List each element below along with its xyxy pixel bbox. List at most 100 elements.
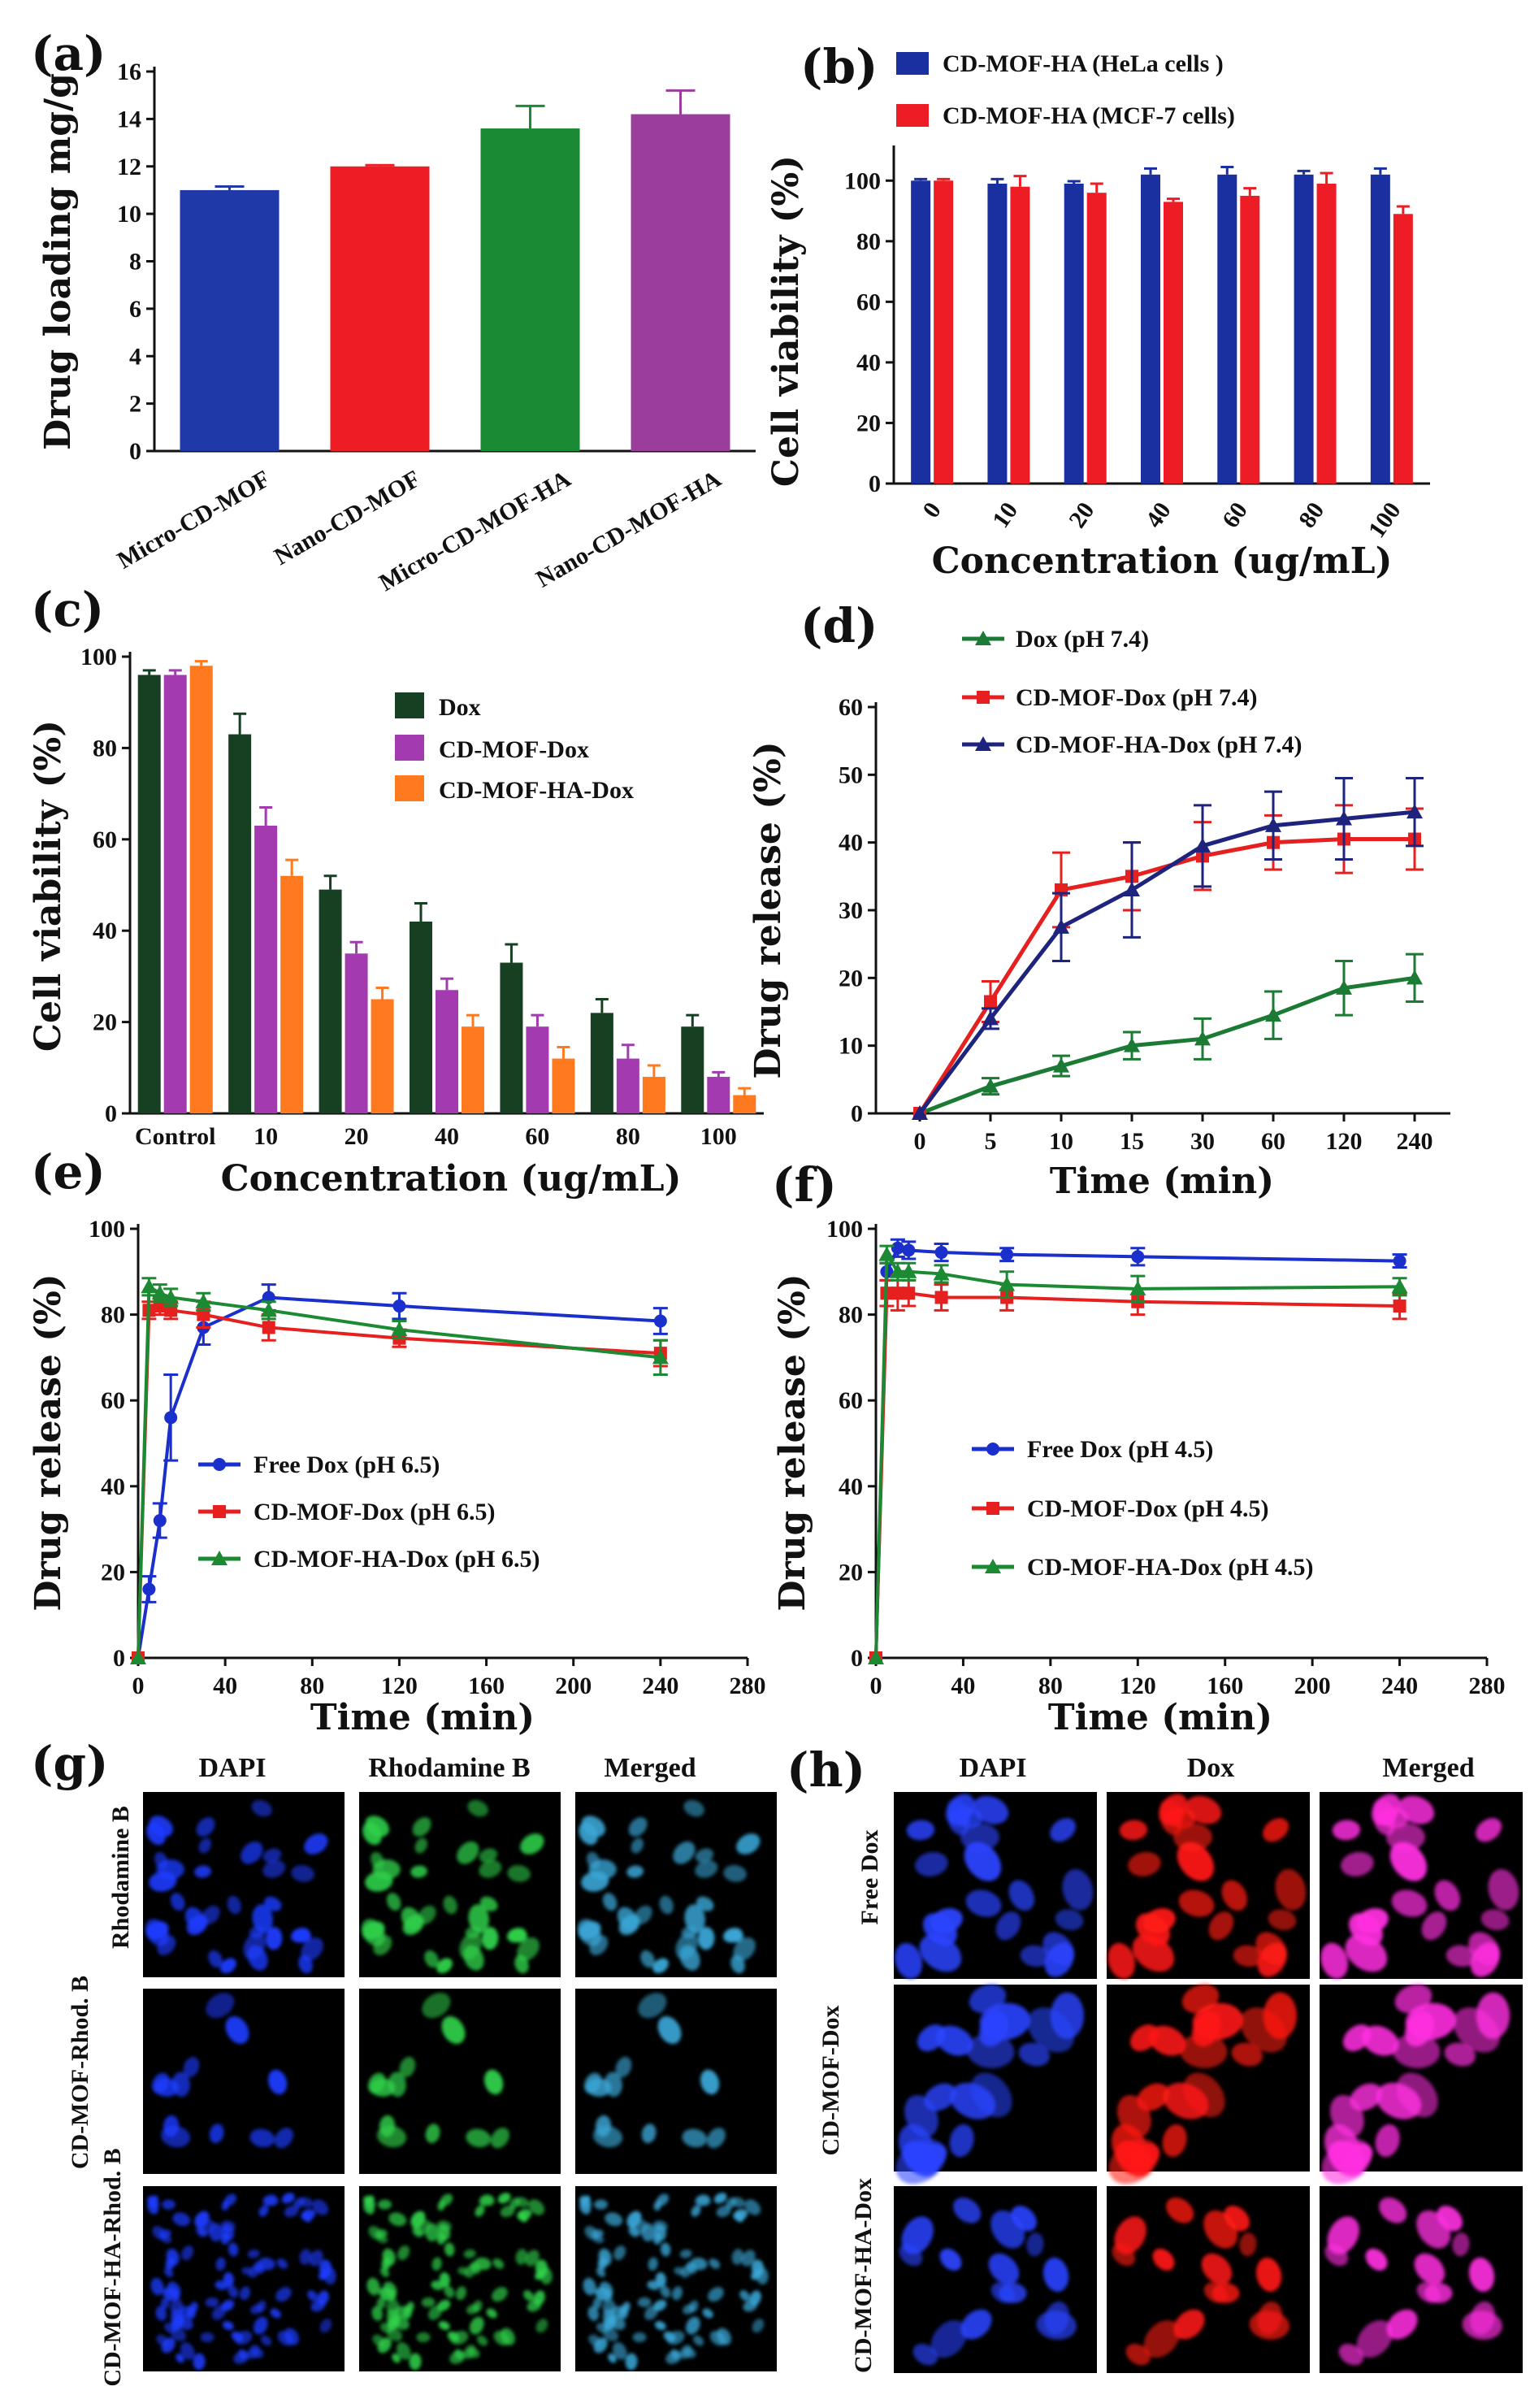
h-cell	[904, 2094, 938, 2137]
h-cell	[1394, 1984, 1432, 2014]
b-y-tick-label: 100	[844, 167, 881, 194]
e-point	[262, 1321, 275, 1334]
g-cell	[251, 1799, 272, 1817]
h-cell	[1062, 1868, 1094, 1911]
d-x-tick-label: 60	[1261, 1128, 1285, 1155]
e-y-axis-title: Drug release (%)	[28, 1273, 69, 1611]
g-cell	[744, 2199, 761, 2215]
panel-c-bar-chart: 0 20 40 60 80 100 Cell viability (%) Concentrat…	[28, 644, 764, 1200]
g-cell	[414, 1837, 427, 1854]
g-cell	[632, 2332, 647, 2343]
f-point	[902, 1243, 916, 1257]
g-image-tile-r1-dapi	[143, 1792, 345, 1977]
g-cell	[228, 2285, 239, 2298]
g-cell	[416, 2332, 431, 2343]
f-y-tick-label: 60	[839, 1387, 863, 1414]
c-bar-10	[280, 875, 304, 1113]
h-cell	[895, 1942, 923, 1979]
h-cell-cluster	[1108, 1984, 1298, 2185]
c-category-label: 20	[345, 1123, 369, 1150]
h-cell	[1112, 2243, 1136, 2267]
a-bar-micro-cd-mof-ha	[480, 128, 580, 452]
g-cell	[275, 2128, 293, 2149]
h-cell	[1356, 2320, 1393, 2358]
g-image-tile-r3-merged	[575, 2186, 777, 2371]
g-cell	[258, 2205, 269, 2217]
c-bar-80	[590, 1013, 613, 1113]
g-cell	[588, 1859, 617, 1880]
h-cell	[964, 1842, 1002, 1881]
h-cell	[960, 2309, 992, 2340]
h-cell	[1132, 1934, 1175, 1972]
h-cell	[919, 1934, 962, 1972]
a-y-tick-label: 6	[129, 296, 141, 323]
a-y-tick-label: 0	[129, 438, 141, 465]
f-x-tick-label: 160	[1207, 1673, 1243, 1699]
h-cell	[1275, 1868, 1307, 1911]
g-cell	[301, 2209, 316, 2221]
e-point	[391, 1321, 408, 1337]
d-y-tick-label: 40	[839, 830, 863, 857]
g-cell	[304, 1833, 328, 1855]
g-cell	[709, 2331, 726, 2346]
g-cell	[691, 2205, 701, 2217]
g-cell	[628, 1817, 648, 1837]
f-y-axis-title: Drug release (%)	[772, 1273, 813, 1611]
e-series-line	[137, 1295, 661, 1659]
g-cell	[249, 2128, 275, 2148]
h-cell	[1026, 2232, 1044, 2257]
g-cell	[709, 2258, 721, 2269]
d-x-tick-label: 30	[1190, 1128, 1215, 1155]
g-cell	[180, 2342, 195, 2360]
g-cell	[491, 2128, 509, 2149]
g-cell	[263, 1896, 282, 1911]
g-row-label-3: CD-MOF-HA-Rhod. B	[99, 2148, 126, 2386]
h-cell	[1468, 2257, 1495, 2292]
g-cell	[663, 2331, 676, 2342]
h-cell	[1055, 1909, 1084, 1931]
d-point	[1265, 817, 1281, 832]
g-cell	[401, 1907, 422, 1931]
c-category-label: 100	[700, 1123, 737, 1150]
b-category-label: 100	[1363, 497, 1406, 543]
g-cell	[591, 2229, 604, 2239]
g-cell	[262, 2194, 278, 2206]
g-cell	[739, 2290, 750, 2302]
panel-f-line-chart: 0 20 40 60 80 100 Drug release (%) Time (min) 0 4…	[772, 1216, 1506, 1738]
b-legend-label: CD-MOF-HA (HeLa cells )	[943, 50, 1224, 77]
h-cell	[1365, 2248, 1388, 2271]
g-cell	[155, 2306, 167, 2321]
g-image-tile-r3-dapi	[143, 2186, 345, 2371]
g-cell	[267, 2069, 288, 2095]
g-cell	[312, 2199, 329, 2215]
g-cell	[438, 2321, 450, 2331]
h-cell	[1224, 2206, 1250, 2232]
g-cell	[692, 2335, 704, 2346]
g-cell	[194, 2211, 210, 2228]
g-cell	[437, 2299, 451, 2311]
h-cell	[1434, 1880, 1461, 1911]
a-category-label: Nano-CD-MOF	[270, 465, 425, 570]
f-x-tick-label: 40	[951, 1673, 975, 1699]
e-y-tick-label: 100	[89, 1216, 125, 1243]
g-cell	[638, 1993, 667, 2019]
g-cell	[215, 2257, 226, 2271]
h-cell	[1437, 2206, 1463, 2232]
g-cell	[672, 2286, 683, 2301]
d-x-tick-label: 5	[985, 1128, 997, 1155]
h-cell	[1231, 2042, 1263, 2067]
f-legend-label: CD-MOF-Dox (pH 4.5)	[1027, 1495, 1268, 1522]
g-cell-cluster	[151, 1993, 293, 2149]
b-bar-0	[934, 180, 954, 484]
h-cell	[953, 2197, 982, 2224]
g-cell	[583, 2072, 602, 2094]
c-y-axis-title: Cell viability (%)	[28, 720, 69, 1052]
a-y-tick-label: 16	[117, 59, 141, 85]
g-cell	[626, 1865, 644, 1878]
b-category-label: 40	[1140, 497, 1176, 533]
f-point	[902, 1286, 916, 1300]
b-x-axis-title: Concentration (ug/mL)	[932, 540, 1393, 582]
g-cell	[275, 2287, 292, 2302]
h-cell	[935, 2025, 973, 2056]
b-bar-20	[1064, 184, 1084, 484]
